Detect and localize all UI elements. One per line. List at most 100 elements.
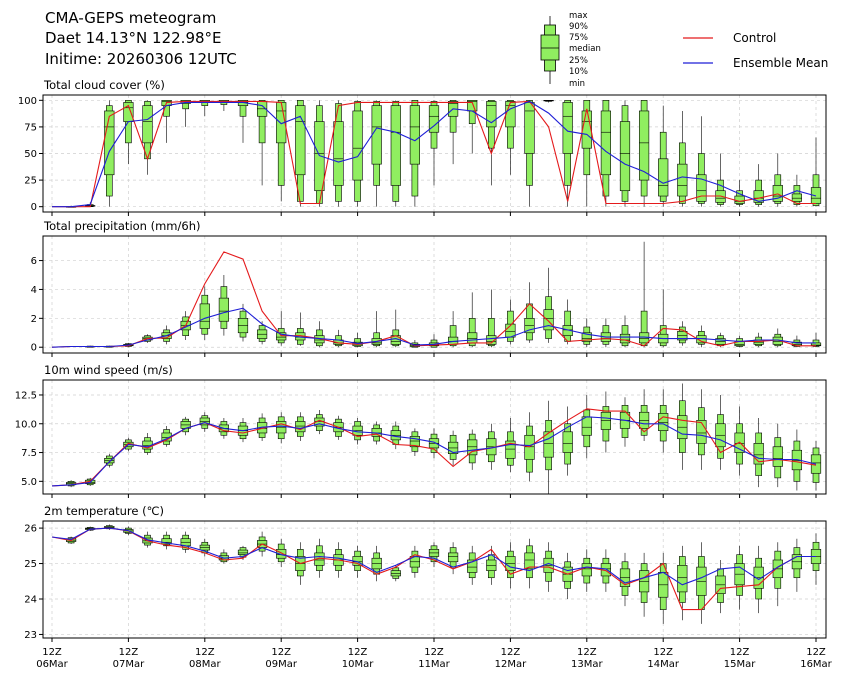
xtick-label-date: 11Mar [418,659,450,670]
box-precip [237,303,249,342]
box-temp [390,565,401,582]
box-inner-temp [237,549,249,555]
legend-p75: 75% [569,33,588,43]
box-inner-cloud [409,105,421,165]
box-wind [772,423,783,488]
box-outer-precip [449,325,457,347]
legend-min: min [569,79,585,89]
xtick-label-hour: 12Z [424,647,444,658]
box-inner-precip [199,303,210,329]
ytick-label-precip: 6 [31,256,37,267]
box-wind [715,394,726,470]
time-axis: 12Z06Mar12Z07Mar12Z08Mar12Z09Mar12Z10Mar… [36,647,832,670]
box-wind [276,412,287,444]
box-cloud [237,100,249,143]
box-outer-precip [468,318,476,347]
box-cloud [791,174,802,207]
ytick-label-precip: 0 [31,343,37,354]
legend-inner-box [540,34,560,61]
box-temp [715,560,726,614]
box-cloud [753,164,764,207]
box-precip [638,241,650,348]
box-wind [658,389,669,453]
box-cloud [161,100,172,143]
xtick-label-date: 14Mar [647,659,679,670]
box-wind [180,416,191,436]
box-inner-precip [581,332,592,342]
xtick-label-date: 08Mar [189,659,221,670]
box-precip [276,311,287,346]
box-outer-cloud [258,100,266,144]
legend-control-label: Control [733,31,776,45]
box-cloud [428,100,440,186]
box-inner-wind [524,434,535,460]
xtick-label-date: 10Mar [342,659,374,670]
box-wind [104,453,115,468]
box-inner-temp [276,549,287,559]
box-wind [696,389,707,470]
box-precip [486,289,497,348]
box-cloud [810,137,822,207]
xtick-label-hour: 12Z [653,647,673,658]
box-precip [161,325,172,345]
xtick-label-date: 16Mar [800,659,832,670]
box-temp [772,542,783,607]
box-cloud [333,100,344,207]
xtick-label-hour: 12Z [119,647,139,658]
box-cloud [677,110,688,207]
box-inner-cloud [371,105,382,165]
box-wind [677,383,688,470]
box-inner-temp [677,565,688,593]
box-cloud [123,100,134,165]
box-precip [734,335,745,348]
box-inner-wind [562,431,573,453]
box-inner-cloud [524,102,535,154]
control-line-cloud [52,100,816,208]
box-inner-wind [753,443,764,465]
box-wind [428,428,440,459]
panel-title-precip: Total precipitation (mm/6h) [43,219,200,233]
box-inner-cloud [562,102,573,154]
box-cloud [256,100,268,186]
legend-p25: 25% [569,56,588,66]
panel-cloud: Total cloud cover (%) 0 25 50 75 100 [18,78,827,216]
box-precip [467,292,478,348]
box-wind [142,432,153,455]
box-precip [352,332,363,348]
box-temp [810,533,822,585]
box-wind [409,428,421,456]
panel-title-cloud: Total cloud cover (%) [43,78,165,92]
box-precip [581,318,592,348]
ytick-label-cloud: 50 [24,149,37,160]
box-temp [677,545,688,621]
box-inner-cloud [428,105,440,133]
ytick-label-wind: 12.5 [15,390,37,401]
box-cloud [562,100,573,207]
panel-frame-temp [42,520,827,639]
box-precip [256,321,268,345]
box-precip [295,312,306,346]
box-inner-wind [581,416,592,436]
box-cloud [524,100,535,207]
box-inner-wind [505,440,516,459]
mean-line-wind [51,416,817,487]
box-outer-precip [487,318,495,347]
box-cloud [314,100,325,207]
box-cloud [658,105,669,207]
box-wind [753,418,764,488]
box-precip [314,321,325,348]
box-cloud [447,100,459,165]
box-temp [161,531,172,550]
box-precip [677,321,688,346]
xtick-label-hour: 12Z [195,647,215,658]
box-temp [562,552,573,599]
legend-series: Control Ensemble Mean [683,31,828,70]
box-wind [619,397,631,447]
box-cloud [543,100,554,103]
xtick-label-date: 12Mar [495,659,527,670]
box-inner-cloud [696,174,707,202]
box-inner-cloud [581,110,592,149]
ytick-label-temp: 24 [24,595,37,606]
box-inner-wind [409,436,421,448]
